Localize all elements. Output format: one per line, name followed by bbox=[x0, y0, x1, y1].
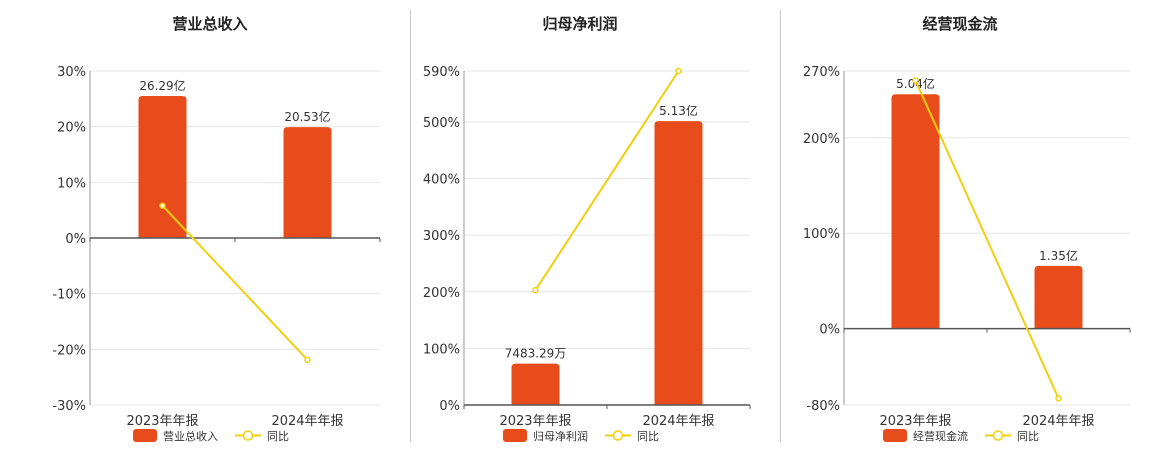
y-tick-label: 270% bbox=[803, 65, 840, 80]
x-tick-label: 2024年年报 bbox=[642, 414, 714, 429]
panel-net-profit: 归母净利润 590% 500% 400% 300% 200% 100% 0% 7483.29万 5… bbox=[410, 0, 780, 450]
x-tick-label: 2024年年报 bbox=[271, 414, 343, 429]
chart-revenue: 营业总收入 30% 20% 10% 0% -10% -20% -30% 26.29亿 20.53亿… bbox=[52, 15, 381, 443]
y-tick-label: -10% bbox=[52, 288, 86, 303]
yoy-point bbox=[532, 286, 539, 294]
bar-data-label: 26.29亿 bbox=[139, 78, 185, 93]
bar-data-label: 7483.29万 bbox=[505, 347, 567, 361]
legend-line-label: 同比 bbox=[637, 430, 659, 443]
panel-revenue: 营业总收入 30% 20% 10% 0% -10% -20% -30% 26.29亿 20.53亿… bbox=[0, 0, 410, 450]
y-tick-label: 590% bbox=[423, 65, 460, 80]
y-tick-label: 100% bbox=[803, 227, 840, 242]
chart-title: 经营现金流 bbox=[922, 15, 997, 33]
y-tick-label: 30% bbox=[57, 65, 86, 80]
chart-cash-flow: 经营现金流270%200%100%0%-80%5.04亿1.35亿2023年年报… bbox=[803, 15, 1131, 443]
legend-bar-label: 经营现金流 bbox=[913, 429, 968, 443]
y-tick-label: -30% bbox=[52, 399, 86, 414]
y-tick-label: 400% bbox=[423, 173, 460, 188]
yoy-line bbox=[914, 80, 1060, 399]
yoy-line bbox=[161, 205, 309, 361]
bar-data-label: 20.53亿 bbox=[284, 109, 330, 124]
y-tick-label: 10% bbox=[57, 176, 86, 191]
panel-divider bbox=[780, 10, 781, 442]
bar-data-label: 5.13亿 bbox=[659, 103, 698, 118]
y-tick-label: 0% bbox=[819, 323, 840, 338]
legend-line-marker bbox=[992, 430, 1004, 441]
chart-title: 归母净利润 bbox=[542, 15, 617, 33]
yoy-point bbox=[1055, 395, 1062, 402]
y-tick-label: 100% bbox=[423, 342, 460, 357]
x-tick-label: 2024年年报 bbox=[1022, 414, 1094, 429]
yoy-point bbox=[912, 77, 919, 84]
y-tick-label: 0% bbox=[65, 232, 86, 247]
bar bbox=[511, 363, 560, 405]
yoy-line bbox=[534, 70, 680, 291]
x-tick-label: 2023年年报 bbox=[879, 414, 951, 429]
legend-bar-label: 归母净利润 bbox=[533, 429, 588, 443]
legend-bar-label: 营业总收入 bbox=[163, 429, 218, 443]
legend-bar-swatch bbox=[503, 429, 527, 442]
bar bbox=[1034, 265, 1083, 329]
bar bbox=[283, 127, 332, 238]
legend-bar-swatch bbox=[133, 429, 157, 442]
bar bbox=[138, 96, 187, 238]
y-tick-label: 0% bbox=[439, 399, 460, 414]
chart-title: 营业总收入 bbox=[172, 15, 247, 33]
y-tick-label: 200% bbox=[423, 286, 460, 301]
chart-net-profit: 归母净利润 590% 500% 400% 300% 200% 100% 0% 7483.29万 5… bbox=[423, 15, 751, 443]
legend-line-label: 同比 bbox=[1017, 430, 1039, 443]
legend-line-label: 同比 bbox=[267, 430, 289, 443]
y-tick-label: -20% bbox=[52, 343, 86, 358]
panel-divider bbox=[410, 10, 411, 442]
y-tick-label: 200% bbox=[803, 132, 840, 147]
legend-bar-swatch bbox=[883, 429, 907, 442]
bar bbox=[891, 94, 940, 329]
y-tick-label: -80% bbox=[806, 399, 840, 414]
y-tick-label: 20% bbox=[57, 121, 86, 136]
yoy-point bbox=[159, 202, 166, 209]
x-tick-label: 2023年年报 bbox=[499, 414, 571, 429]
legend-line-marker bbox=[242, 430, 254, 441]
yoy-point bbox=[675, 67, 682, 75]
bar-data-label: 1.35亿 bbox=[1039, 248, 1078, 263]
y-tick-label: 300% bbox=[423, 229, 460, 244]
legend-line-marker bbox=[612, 430, 624, 441]
y-tick-label: 500% bbox=[423, 116, 460, 131]
bar bbox=[654, 121, 703, 405]
panel-cash-flow: 经营现金流 270% 200% 100% 0% -80% 5.04亿 1.35亿 2023年年报… bbox=[780, 0, 1160, 450]
x-tick-label: 2023年年报 bbox=[126, 414, 198, 429]
yoy-point bbox=[304, 356, 311, 364]
